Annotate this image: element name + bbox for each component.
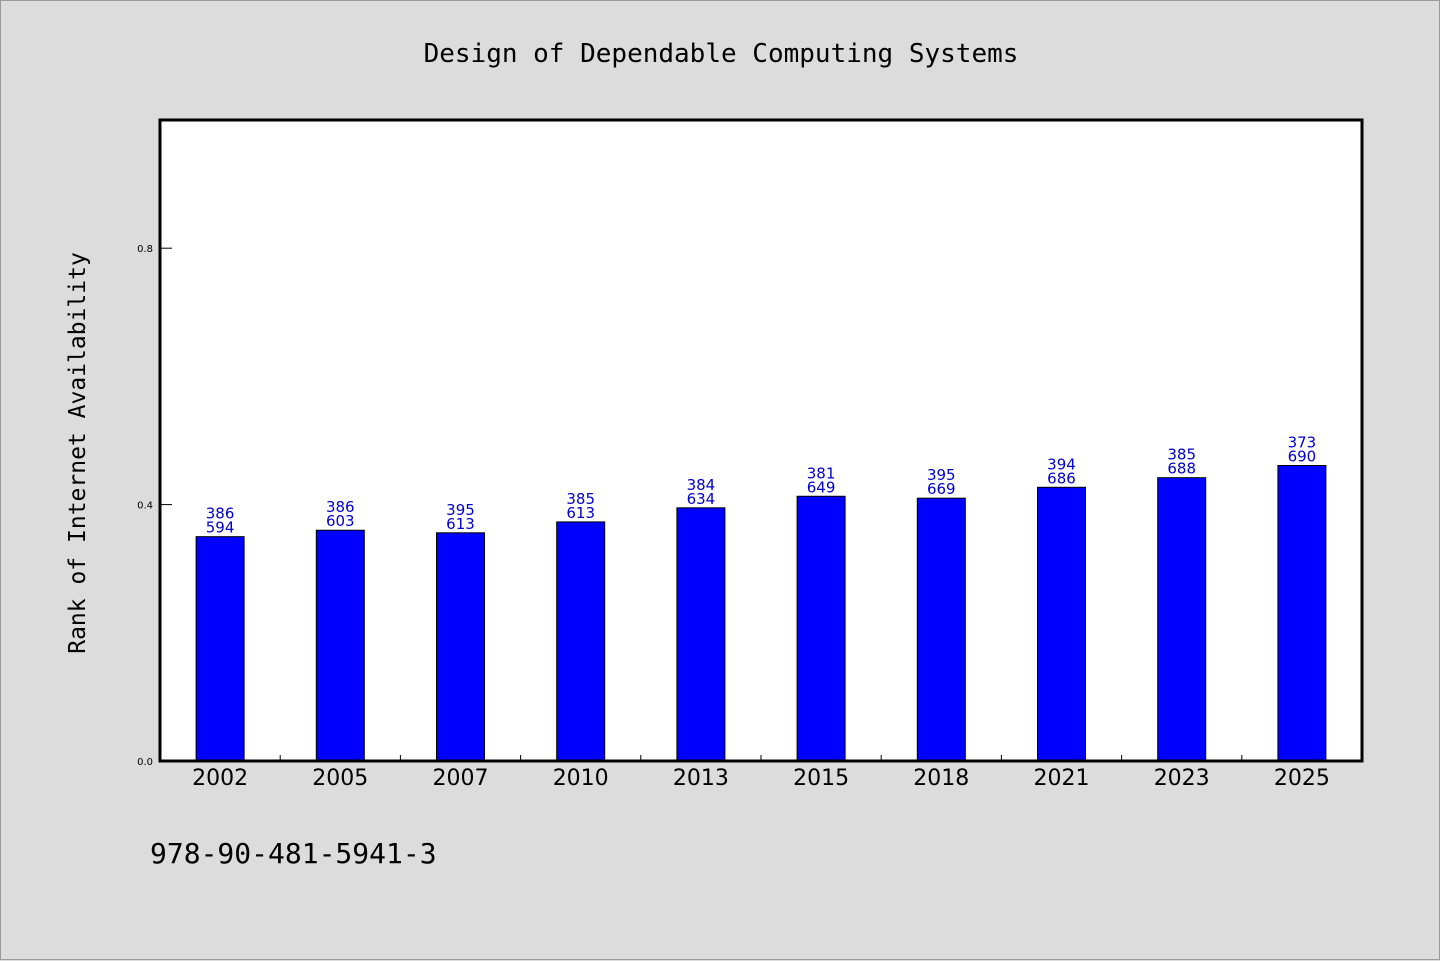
data-label-2010-1: 385 [566,490,595,508]
y-tick-label-2: 0.8 [137,244,153,255]
data-label-2007-1: 395 [446,501,475,519]
data-label-2018-2: 669 [927,480,956,498]
bar-2013 [676,507,726,762]
bar-2023 [1157,477,1207,762]
x-tick-label-2021: 2021 [1034,766,1090,791]
bar-2007 [436,532,485,762]
data-label-2015-1: 381 [807,464,836,482]
x-tick-label-2025: 2025 [1274,766,1330,791]
data-label-2005-2: 603 [326,512,355,530]
bar-2018 [916,497,966,762]
data-label-2002-2: 594 [206,519,235,537]
isbn-text: 978-90-481-5941-3 [150,837,437,870]
data-label-2023-1: 385 [1167,446,1196,464]
data-labels-layer: 3865943866033956133856133846343816493956… [206,433,1316,536]
data-label-2021-2: 686 [1047,469,1076,487]
data-label-2005-1: 386 [326,498,355,516]
data-label-2018-1: 395 [927,466,956,484]
x-tick-label-2005: 2005 [312,766,368,791]
x-tick-label-2015: 2015 [793,766,849,791]
data-label-2021-1: 394 [1047,455,1076,473]
data-label-2002-1: 386 [206,505,235,523]
x-tick-label-2013: 2013 [673,766,729,791]
x-tick-label-2023: 2023 [1154,766,1210,791]
x-tick-label-2002: 2002 [192,766,248,791]
data-label-2023-2: 688 [1167,460,1196,478]
bar-2015 [796,495,846,762]
y-tick-label-1: 0.4 [137,501,153,512]
data-label-2025-1: 373 [1288,433,1317,451]
y-axis-label: Rank of Internet Availability [65,252,91,654]
chart-title: Design of Dependable Computing Systems [424,39,1019,69]
data-label-2013-1: 384 [687,476,716,494]
bar-2005 [315,529,365,762]
y-tick-label-0: 0.0 [137,757,153,768]
x-ticks-layer: 2002 2005 2007 2010 2013 2015 2018 2021 2023 2025 [192,755,1330,791]
bars-layer [195,464,1327,762]
bar-2002 [195,536,245,762]
data-label-2015-2: 649 [807,478,836,496]
bar-2010 [556,521,606,762]
data-label-2025-2: 690 [1288,447,1317,465]
data-label-2013-2: 634 [687,490,716,508]
data-label-2007-2: 613 [446,515,475,533]
x-tick-label-2018: 2018 [913,766,969,791]
x-tick-label-2010: 2010 [553,766,609,791]
bar-2021 [1037,486,1086,762]
data-label-2010-2: 613 [566,504,595,522]
x-tick-label-2007: 2007 [433,766,489,791]
bar-2025 [1277,464,1327,762]
plot-border [158,118,1364,763]
